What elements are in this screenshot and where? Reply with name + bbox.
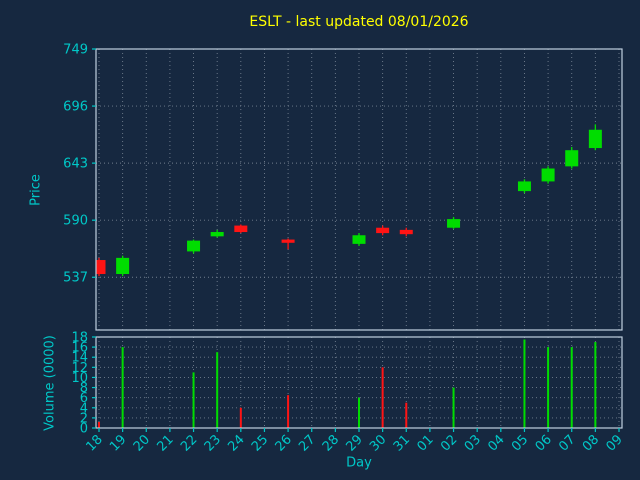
svg-text:0: 0 (80, 422, 88, 437)
svg-text:8: 8 (80, 381, 88, 396)
svg-text:643: 643 (63, 157, 88, 172)
svg-text:24: 24 (225, 432, 247, 454)
svg-text:25: 25 (249, 432, 271, 454)
svg-text:09: 09 (604, 432, 626, 454)
svg-text:749: 749 (63, 43, 88, 58)
svg-text:19: 19 (107, 432, 129, 454)
svg-text:22: 22 (178, 432, 200, 454)
svg-text:07: 07 (556, 432, 578, 454)
svg-text:12: 12 (71, 361, 88, 376)
svg-text:04: 04 (485, 432, 507, 454)
svg-text:26: 26 (273, 432, 295, 454)
svg-text:6: 6 (80, 391, 88, 406)
svg-text:08: 08 (580, 432, 602, 454)
svg-text:20: 20 (131, 432, 153, 454)
svg-text:14: 14 (71, 351, 88, 366)
svg-text:18: 18 (71, 331, 88, 346)
svg-text:537: 537 (63, 271, 88, 286)
svg-text:29: 29 (344, 432, 366, 454)
svg-text:31: 31 (391, 432, 413, 454)
svg-text:28: 28 (320, 432, 342, 454)
chart-title: ESLT - last updated 08/01/2026 (249, 14, 469, 30)
svg-text:30: 30 (367, 432, 389, 454)
svg-text:02: 02 (438, 432, 460, 454)
svg-text:27: 27 (296, 432, 318, 454)
svg-text:23: 23 (202, 432, 224, 454)
svg-text:05: 05 (509, 432, 531, 454)
svg-text:06: 06 (533, 432, 555, 454)
svg-text:01: 01 (414, 432, 436, 454)
svg-text:21: 21 (154, 432, 176, 454)
svg-text:4: 4 (80, 401, 88, 416)
svg-text:696: 696 (63, 100, 88, 115)
x-axis-label: Day (346, 455, 372, 471)
svg-text:10: 10 (71, 371, 88, 386)
price-axis-label: Price (28, 174, 44, 206)
svg-text:16: 16 (71, 341, 88, 356)
svg-text:2: 2 (80, 411, 88, 426)
svg-text:590: 590 (63, 214, 88, 229)
volume-axis-label: Volume (0000) (42, 335, 58, 431)
svg-text:03: 03 (462, 432, 484, 454)
